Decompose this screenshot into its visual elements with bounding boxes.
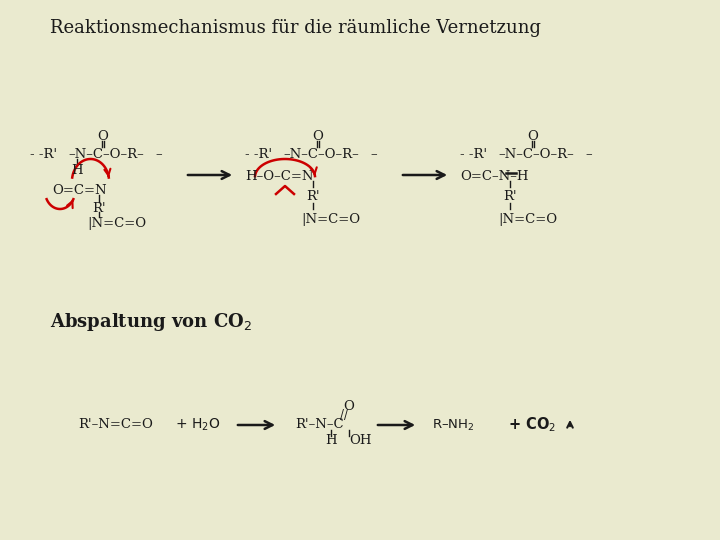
Text: H: H <box>71 165 83 178</box>
Text: O=C–N–H: O=C–N–H <box>460 171 528 184</box>
Text: Reaktionsmechanismus für die räumliche Vernetzung: Reaktionsmechanismus für die räumliche V… <box>50 19 541 37</box>
Text: R–NH$_2$: R–NH$_2$ <box>432 417 474 433</box>
Text: OH: OH <box>349 435 372 448</box>
Text: H–O–C=N: H–O–C=N <box>245 171 313 184</box>
Text: R'–N–C: R'–N–C <box>295 418 343 431</box>
Text: R': R' <box>92 201 106 214</box>
Text: –N–C–O–R–: –N–C–O–R– <box>498 148 574 161</box>
Text: O: O <box>98 131 109 144</box>
Text: + H$_2$O: + H$_2$O <box>175 417 220 433</box>
Text: //: // <box>340 409 348 422</box>
Text: + CO$_2$: + CO$_2$ <box>508 416 556 434</box>
Text: |N=C=O: |N=C=O <box>87 218 146 231</box>
Text: –: – <box>155 148 161 161</box>
Text: H: H <box>325 435 337 448</box>
Text: |N=C=O: |N=C=O <box>498 213 557 226</box>
Text: –N–C–O–R–: –N–C–O–R– <box>283 148 359 161</box>
Text: - -R': - -R' <box>30 148 57 161</box>
Text: Abspaltung von CO$_2$: Abspaltung von CO$_2$ <box>50 311 252 333</box>
Text: O=C=N: O=C=N <box>52 185 107 198</box>
Text: O: O <box>343 401 354 414</box>
Text: R': R' <box>306 191 320 204</box>
Text: - -R': - -R' <box>460 148 487 161</box>
Text: R'–N=C=O: R'–N=C=O <box>78 418 153 431</box>
Text: –: – <box>585 148 592 161</box>
Text: - -R': - -R' <box>245 148 272 161</box>
Text: –N–C–O–R–: –N–C–O–R– <box>68 148 144 161</box>
Text: O: O <box>312 131 323 144</box>
Text: R': R' <box>503 191 517 204</box>
Text: –: – <box>370 148 377 161</box>
Text: O: O <box>528 131 539 144</box>
Text: |N=C=O: |N=C=O <box>301 213 360 226</box>
